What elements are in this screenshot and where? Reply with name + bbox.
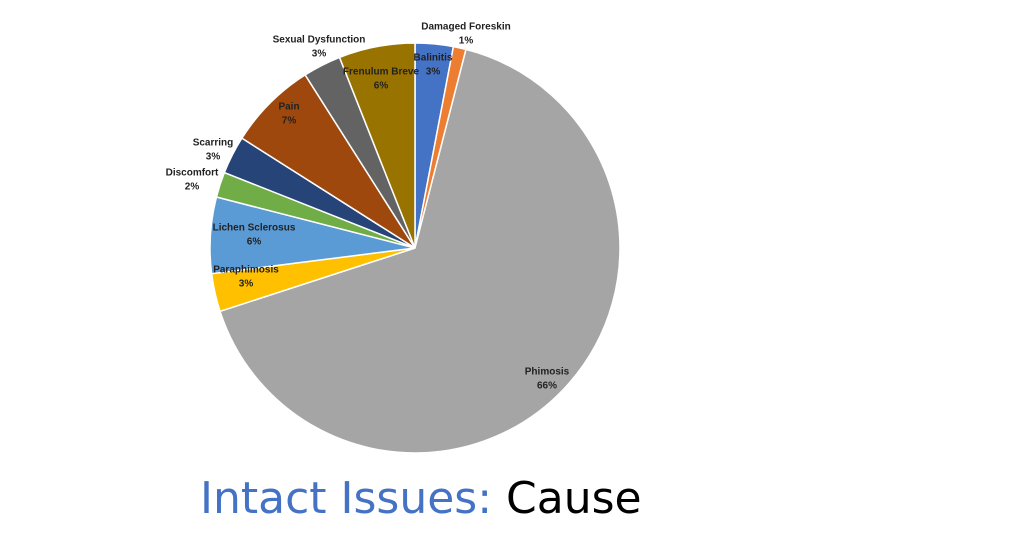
slice-label: Pain (278, 102, 299, 113)
slice-label: Frenulum Breve (343, 67, 420, 78)
slice-value: 1% (459, 36, 474, 47)
slice-value: 6% (374, 81, 389, 92)
title-part: Cause (506, 473, 642, 524)
slice-value: 3% (206, 152, 221, 163)
pie-slice (219, 48, 621, 454)
slice-label: Paraphimosis (213, 265, 279, 276)
slice-label: Damaged Foreskin (421, 22, 510, 33)
slice-value: 6% (247, 237, 262, 248)
pie (209, 42, 621, 454)
slice-label: Sexual Dysfunction (273, 35, 366, 46)
slice-value: 3% (426, 67, 441, 78)
slice-label: Lichen Sclerosus (213, 223, 296, 234)
data-labels: Balinitis 3% Damaged Foreskin 1% Phimosis 66%… (166, 22, 570, 392)
slice-value: 2% (185, 182, 200, 193)
title-part: Intact Issues: (200, 473, 492, 524)
chart-title: Intact Issues: Cause (200, 473, 642, 524)
slice-label: Discomfort (166, 168, 219, 179)
pie-slice (338, 42, 416, 249)
slice-value: 7% (282, 116, 297, 127)
slice-label: Balinitis (414, 53, 453, 64)
slice-value: 66% (537, 381, 557, 392)
slice-value: 3% (312, 49, 327, 60)
slice-label: Phimosis (525, 367, 570, 378)
slice-value: 3% (239, 279, 254, 290)
slice-label: Scarring (193, 138, 234, 149)
